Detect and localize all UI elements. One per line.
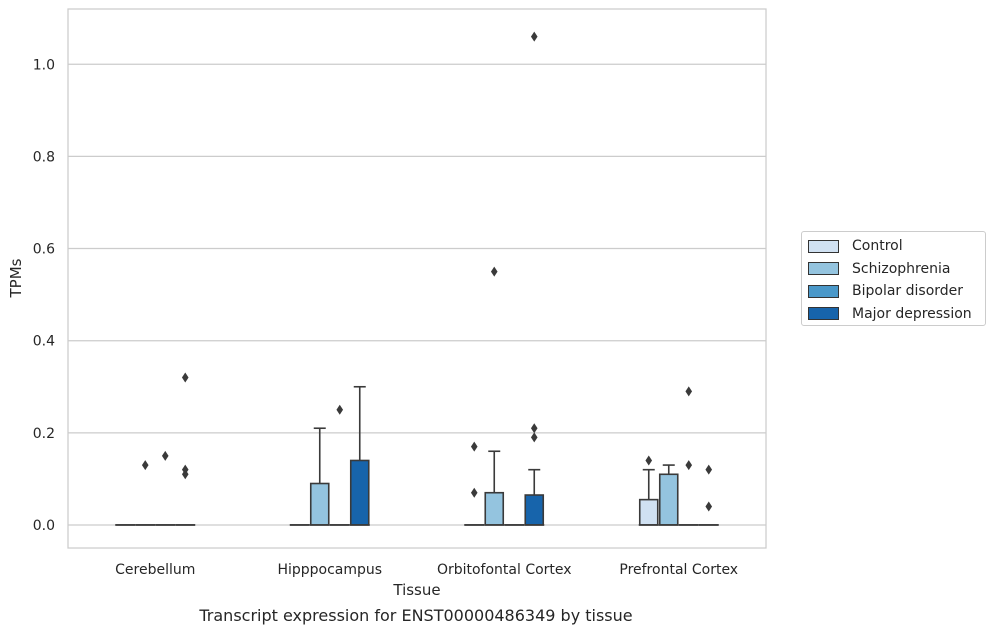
box-body [309, 482, 330, 526]
legend-swatch [808, 284, 839, 298]
outlier-point [685, 386, 693, 397]
y-tick-label: 0.4 [33, 334, 55, 350]
outlier-point [705, 501, 713, 512]
outlier-point [336, 404, 344, 415]
legend-swatch [808, 307, 839, 320]
legend-item: Schizophrenia [808, 259, 950, 279]
gridlines [68, 63, 766, 526]
box-1-3 [349, 385, 370, 526]
outlier-point [530, 31, 538, 42]
box-body [349, 459, 370, 526]
legend-swatch [808, 239, 839, 253]
outlier-point [705, 464, 713, 475]
outliers [141, 31, 713, 512]
box-3-1 [658, 464, 679, 526]
box-body [658, 473, 679, 526]
box-body [638, 498, 659, 526]
box-1-1 [309, 427, 330, 526]
outlier-point [530, 432, 538, 443]
outlier-point [470, 487, 478, 498]
outlier-point [530, 423, 538, 434]
y-axis-label: TPMs [7, 258, 25, 298]
legend-item: Control [808, 236, 903, 256]
y-tick-label: 0.6 [33, 242, 55, 258]
y-tick-label: 1.0 [33, 57, 55, 73]
legend-label: Control [852, 238, 903, 254]
x-tick-labels: Cerebellum Hipppocampus Orbitofontal Corte… [115, 562, 738, 578]
legend-label: Bipolar disorder [852, 283, 964, 299]
box-2-3 [524, 468, 545, 526]
box-body [484, 491, 505, 526]
chart-caption: Transcript expression for ENST0000048634… [199, 606, 633, 625]
legend-swatch [808, 262, 839, 275]
x-tick-label: Orbitofontal Cortex [437, 562, 572, 578]
legend-item: Major depression [808, 304, 972, 324]
outlier-point [645, 455, 653, 466]
y-tick-label: 0.8 [33, 149, 55, 165]
legend: Control Schizophrenia Bipolar disorder Majo… [801, 231, 986, 326]
outlier-point [470, 441, 478, 452]
x-tick-label: Prefrontal Cortex [619, 562, 738, 578]
legend-label: Major depression [852, 305, 972, 322]
legend-item: Bipolar disorder [808, 281, 963, 301]
x-tick-label: Hipppocampus [277, 562, 382, 578]
x-tick-label: Cerebellum [115, 562, 195, 578]
y-tick-label: 0.0 [33, 518, 55, 534]
legend-label: Schizophrenia [852, 260, 951, 277]
outlier-point [685, 460, 693, 471]
outlier-point [181, 469, 189, 480]
outlier-point [181, 372, 189, 383]
y-tick-label: 0.2 [33, 426, 55, 442]
y-tick-labels: 0.0 0.2 0.4 0.6 0.8 1.0 [33, 57, 55, 534]
box-2-1 [484, 450, 505, 526]
boxes [115, 385, 719, 526]
box-3-0 [638, 468, 659, 526]
plot-frame [67, 8, 767, 549]
outlier-point [161, 450, 169, 461]
outlier-point [490, 266, 498, 277]
box-body [524, 494, 545, 526]
x-axis-label: Tissue [392, 581, 440, 599]
outlier-point [141, 460, 149, 471]
